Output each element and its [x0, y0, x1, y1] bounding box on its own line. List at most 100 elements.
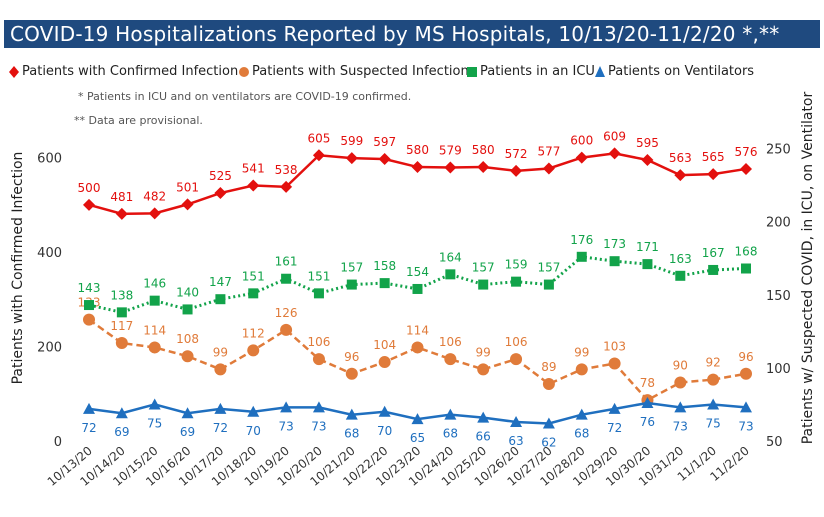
- data-point: [674, 401, 687, 413]
- data-label: 70: [377, 424, 392, 438]
- data-point: [511, 276, 522, 287]
- data-point: [510, 164, 523, 177]
- data-point: [674, 169, 687, 182]
- data-point: [312, 149, 325, 162]
- legend: Patients with Confirmed Infection Patien…: [0, 62, 824, 82]
- data-point: [149, 295, 160, 306]
- data-label: 579: [439, 144, 462, 158]
- data-point: [444, 408, 457, 420]
- data-label: 112: [242, 326, 265, 340]
- data-point: [115, 407, 128, 419]
- data-label: 577: [537, 144, 560, 158]
- data-label: 75: [147, 416, 162, 430]
- data-label: 114: [406, 323, 429, 337]
- data-label: 595: [636, 136, 659, 150]
- data-label: 164: [439, 250, 462, 264]
- data-point: [379, 278, 390, 289]
- data-point: [642, 259, 653, 270]
- data-label: 609: [603, 129, 626, 143]
- data-label: 106: [307, 335, 330, 349]
- data-point: [83, 198, 95, 211]
- data-label: 138: [110, 288, 133, 302]
- data-point: [281, 273, 292, 284]
- data-point: [84, 300, 94, 311]
- data-point: [280, 180, 293, 193]
- data-label: 62: [541, 435, 556, 449]
- data-label: 481: [110, 190, 133, 204]
- data-label: 168: [735, 244, 758, 258]
- legend-item-icu: Patients in an ICU: [466, 62, 595, 82]
- data-label: 78: [640, 376, 655, 390]
- data-label: 597: [373, 135, 396, 149]
- data-point: [608, 402, 621, 414]
- data-label: 580: [472, 143, 495, 157]
- data-point: [543, 279, 554, 290]
- data-label: 106: [505, 335, 528, 349]
- data-label: 146: [143, 277, 166, 291]
- data-point: [346, 279, 357, 290]
- data-point: [378, 153, 391, 166]
- data-point: [411, 341, 424, 354]
- data-label: 538: [275, 163, 298, 177]
- data-point: [148, 398, 161, 410]
- data-label: 163: [669, 252, 692, 266]
- data-point: [608, 147, 621, 160]
- data-label: 159: [505, 258, 528, 272]
- data-point: [608, 357, 621, 370]
- data-label: 176: [570, 233, 593, 247]
- series-line: [88, 318, 747, 402]
- data-point: [345, 152, 358, 165]
- data-point: [83, 313, 95, 326]
- y-tick-label: 0: [54, 435, 62, 450]
- data-point: [115, 207, 128, 220]
- data-label: 73: [278, 419, 293, 433]
- y2-tick-label: 50: [766, 435, 783, 450]
- data-label: 563: [669, 151, 692, 165]
- data-point: [378, 405, 391, 417]
- chart-title: COVID-19 Hospitalizations Reported by MS…: [10, 22, 780, 46]
- data-label: 605: [307, 131, 330, 145]
- data-point: [477, 411, 490, 423]
- data-point: [345, 367, 358, 380]
- data-label: 65: [410, 431, 425, 445]
- data-point: [214, 187, 227, 200]
- data-label: 114: [143, 323, 166, 337]
- y2-tick-label: 250: [766, 143, 791, 158]
- data-label: 73: [673, 419, 688, 433]
- legend-item-ventilators: Patients on Ventilators: [594, 62, 754, 82]
- data-point: [510, 353, 523, 366]
- data-label: 76: [640, 415, 655, 429]
- data-label: 173: [603, 237, 626, 251]
- data-label: 66: [476, 430, 491, 444]
- data-label: 75: [706, 416, 721, 430]
- data-label: 143: [78, 281, 101, 295]
- data-label: 68: [574, 427, 589, 441]
- data-point: [248, 288, 259, 299]
- data-point: [181, 350, 194, 363]
- data-label: 68: [344, 427, 359, 441]
- data-point: [411, 413, 424, 425]
- data-point: [542, 417, 555, 429]
- data-label: 96: [344, 350, 359, 364]
- data-label: 72: [213, 421, 228, 435]
- data-point: [707, 373, 720, 386]
- data-point: [445, 269, 456, 280]
- legend-item-suspected: Patients with Suspected Infection: [238, 62, 469, 82]
- data-point: [116, 307, 127, 318]
- data-point: [345, 408, 358, 420]
- data-label: 69: [180, 425, 195, 439]
- data-label: 63: [508, 434, 523, 448]
- data-label: 96: [738, 350, 753, 364]
- data-label: 580: [406, 143, 429, 157]
- legend-square-icon: [467, 67, 477, 77]
- data-label: 576: [735, 145, 758, 159]
- title-bar: COVID-19 Hospitalizations Reported by MS…: [0, 0, 824, 48]
- data-label: 147: [209, 275, 232, 289]
- data-label: 73: [311, 419, 326, 433]
- data-point: [378, 356, 391, 369]
- data-point: [740, 162, 752, 175]
- data-point: [215, 294, 226, 305]
- data-point: [477, 363, 490, 376]
- data-point: [148, 207, 161, 220]
- data-point: [214, 402, 227, 414]
